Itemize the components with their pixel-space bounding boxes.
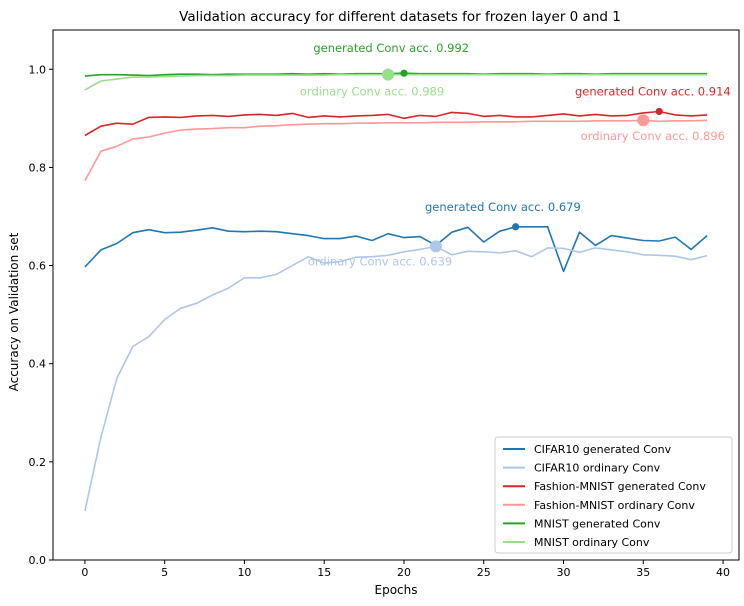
legend-label-0: CIFAR10 generated Conv: [534, 443, 672, 456]
series-line-3: [84, 119, 708, 182]
x-axis-label: Epochs: [375, 583, 418, 597]
annotation-label-2: generated Conv acc. 0.914: [575, 84, 731, 98]
annotation-marker-0: [400, 69, 408, 77]
legend: CIFAR10 generated Conv CIFAR10 ordinary C…: [494, 436, 733, 554]
series-line-2: [84, 110, 708, 137]
x-tick-label: 20: [397, 566, 411, 579]
x-tick-label: 30: [557, 566, 571, 579]
annotation-label-3: ordinary Conv acc. 0.896: [581, 129, 725, 143]
y-tick-label: 0.4: [29, 358, 47, 371]
x-tick-label: 40: [716, 566, 730, 579]
annotation-marker-5: [429, 240, 442, 253]
y-tick-label: 1.0: [29, 63, 47, 76]
x-tick-label: 10: [237, 566, 251, 579]
legend-label-3: Fashion-MNIST ordinary Conv: [534, 499, 695, 512]
x-tick-label: 35: [636, 566, 650, 579]
series-line-1: [84, 245, 708, 512]
legend-label-2: Fashion-MNIST generated Conv: [534, 480, 706, 493]
annotation-label-4: generated Conv acc. 0.679: [425, 200, 581, 214]
plot-frame: [52, 29, 740, 561]
annotation-label-5: ordinary Conv acc. 0.639: [308, 255, 452, 269]
series-line-5: [84, 73, 708, 91]
chart-title: Validation accuracy for different datase…: [179, 9, 621, 25]
y-tick-label: 0.6: [29, 260, 47, 273]
legend-label-4: MNIST generated Conv: [534, 517, 661, 530]
y-tick-label: 0.0: [29, 554, 47, 567]
plot-area: generated Conv acc. 0.992 ordinary Conv a…: [29, 29, 740, 579]
legend-label-5: MNIST ordinary Conv: [534, 536, 650, 549]
annotation-label-1: ordinary Conv acc. 0.989: [300, 84, 444, 98]
annotation-marker-4: [512, 223, 520, 231]
annotation-marker-1: [382, 68, 395, 81]
legend-box: [494, 436, 733, 554]
y-tick-label: 0.8: [29, 161, 47, 174]
x-tick-label: 15: [317, 566, 331, 579]
series-line-0: [84, 226, 708, 273]
x-tick-label: 0: [81, 566, 88, 579]
annotation-marker-3: [637, 114, 650, 127]
x-tick-label: 5: [161, 566, 168, 579]
legend-label-1: CIFAR10 ordinary Conv: [534, 462, 661, 475]
y-axis-label: Accuracy on Validation set: [7, 232, 21, 391]
x-tick-label: 25: [477, 566, 491, 579]
y-tick-label: 0.2: [29, 456, 47, 469]
annotation-marker-2: [655, 107, 663, 116]
annotation-label-0: generated Conv acc. 0.992: [313, 41, 469, 55]
